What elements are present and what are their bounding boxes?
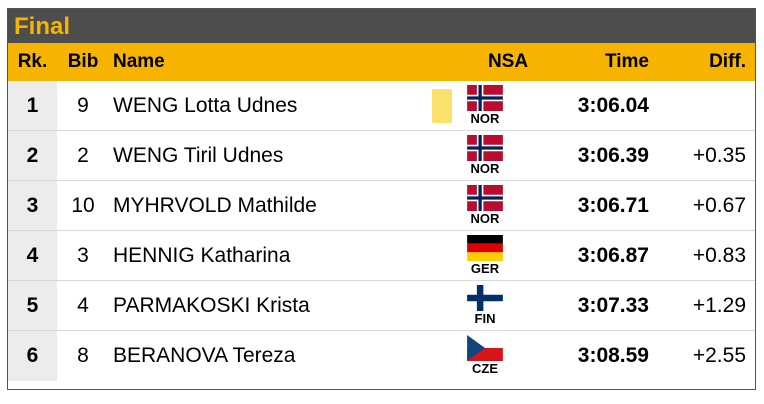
rank: 2 bbox=[26, 143, 39, 167]
diff: +0.35 bbox=[692, 143, 746, 167]
rank: 4 bbox=[26, 243, 39, 267]
bib: 2 bbox=[77, 143, 89, 167]
nsa-code: CZE bbox=[472, 361, 498, 376]
rank-column-bg bbox=[8, 231, 57, 280]
finland-flag-icon bbox=[467, 285, 503, 311]
time: 3:06.71 bbox=[577, 193, 649, 217]
nsa: NOR bbox=[467, 185, 503, 227]
athlete-name[interactable]: MYHRVOLD Mathilde bbox=[113, 193, 317, 217]
yellow-bib-icon bbox=[432, 89, 452, 123]
diff bbox=[649, 81, 746, 130]
nsa-code: NOR bbox=[470, 111, 500, 126]
bib: 9 bbox=[77, 93, 89, 117]
rank: 5 bbox=[26, 293, 39, 317]
results-title: Final bbox=[8, 9, 755, 43]
norway-flag-icon bbox=[467, 185, 503, 211]
rank: 1 bbox=[26, 93, 39, 117]
header-name[interactable]: Name bbox=[113, 51, 165, 72]
rank-column-bg bbox=[8, 81, 57, 130]
header-nsa[interactable]: NSA bbox=[487, 51, 529, 72]
diff: +0.67 bbox=[692, 193, 746, 217]
header-bib[interactable]: Bib bbox=[67, 51, 99, 72]
nsa: GER bbox=[467, 235, 503, 277]
bib: 8 bbox=[77, 344, 89, 367]
nsa: CZE bbox=[467, 335, 503, 377]
table-row[interactable]: 2 2 WENG Tiril Udnes NOR 3:06.39 +0.35 bbox=[8, 131, 755, 181]
athlete-name[interactable]: WENG Tiril Udnes bbox=[113, 143, 284, 167]
norway-flag-icon bbox=[467, 85, 503, 111]
bib: 10 bbox=[71, 193, 95, 217]
header-time[interactable]: Time bbox=[604, 51, 649, 72]
czech-flag-icon bbox=[467, 335, 503, 361]
diff: +0.83 bbox=[692, 243, 746, 267]
table-row[interactable]: 4 3 HENNIG Katharina GER 3:06.87 +0.83 bbox=[8, 231, 755, 281]
rank-column-bg bbox=[8, 331, 57, 381]
diff: +1.29 bbox=[692, 293, 746, 317]
rank-column-bg bbox=[8, 131, 57, 180]
nsa-code: GER bbox=[470, 261, 500, 276]
nsa-code: NOR bbox=[470, 211, 500, 226]
results-panel: Final Rk. Bib Name NSA Time Diff. 1 9 WE… bbox=[7, 8, 756, 390]
athlete-name[interactable]: BERANOVA Tereza bbox=[113, 344, 296, 367]
time: 3:07.33 bbox=[577, 293, 649, 317]
rank-column-bg bbox=[8, 181, 57, 230]
rank-column-bg bbox=[8, 281, 57, 330]
table-header: Rk. Bib Name NSA Time Diff. bbox=[8, 43, 755, 81]
bib: 3 bbox=[77, 243, 89, 267]
table-row[interactable]: 5 4 PARMAKOSKI Krista FIN 3:07.33 +1.29 bbox=[8, 281, 755, 331]
athlete-name[interactable]: PARMAKOSKI Krista bbox=[113, 293, 310, 317]
time: 3:08.59 bbox=[577, 344, 649, 367]
bib: 4 bbox=[77, 293, 89, 317]
germany-flag-icon bbox=[467, 235, 503, 261]
nsa: NOR bbox=[467, 85, 503, 127]
table-row[interactable]: 3 10 MYHRVOLD Mathilde NOR 3:06.71 +0.67 bbox=[8, 181, 755, 231]
athlete-name[interactable]: HENNIG Katharina bbox=[113, 243, 291, 267]
nsa: NOR bbox=[467, 135, 503, 177]
time: 3:06.87 bbox=[577, 243, 649, 267]
rank: 3 bbox=[26, 193, 39, 217]
nsa-code: NOR bbox=[470, 161, 500, 176]
header-rank[interactable]: Rk. bbox=[17, 51, 48, 72]
diff: +2.55 bbox=[692, 344, 746, 367]
norway-flag-icon bbox=[467, 135, 503, 161]
nsa-code: FIN bbox=[474, 311, 496, 326]
header-diff[interactable]: Diff. bbox=[709, 51, 746, 72]
time: 3:06.39 bbox=[577, 143, 649, 167]
athlete-name[interactable]: WENG Lotta Udnes bbox=[113, 93, 298, 117]
table-row[interactable]: 1 9 WENG Lotta Udnes NOR 3:06.04 bbox=[8, 81, 755, 131]
nsa: FIN bbox=[467, 285, 503, 327]
table-row[interactable]: 6 8 BERANOVA Tereza CZE 3:08.59 +2.55 bbox=[8, 331, 755, 381]
rank: 6 bbox=[26, 344, 39, 367]
time: 3:06.04 bbox=[577, 93, 649, 117]
